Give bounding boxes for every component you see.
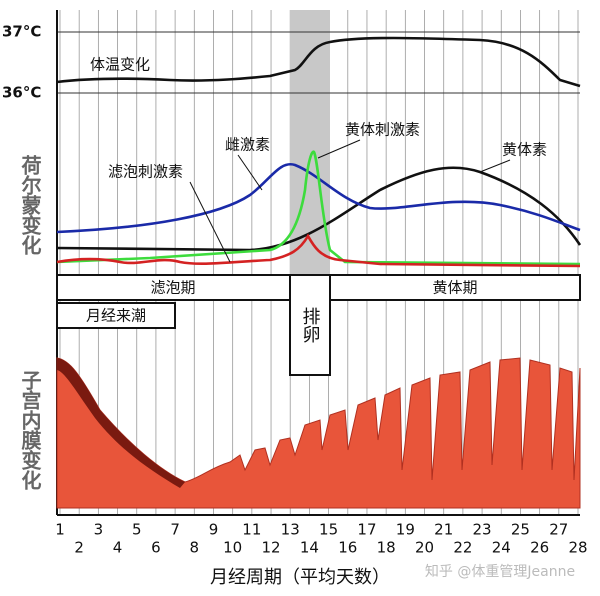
ovulation-label: 排卵 xyxy=(300,307,321,343)
day-label: 23 xyxy=(473,521,492,539)
day-label: 26 xyxy=(530,539,549,557)
fsh-label: 滤泡刺激素 xyxy=(108,163,183,181)
progesterone-label: 黄体素 xyxy=(502,141,547,159)
menstruation-label: 月经来潮 xyxy=(86,307,146,325)
watermark: 知乎 @体重管理Jeanne xyxy=(425,563,575,580)
day-label: 2 xyxy=(74,539,84,557)
day-label: 5 xyxy=(132,521,142,539)
day-label: 20 xyxy=(415,539,434,557)
temperature-curve xyxy=(56,36,581,88)
leader xyxy=(317,139,361,159)
leader xyxy=(479,159,511,173)
lh-label: 黄体刺激素 xyxy=(345,121,420,139)
temp-label: 体温变化 xyxy=(90,56,150,74)
endometrium-side-label: 子宫内膜变化 xyxy=(18,370,42,490)
day-label: 24 xyxy=(492,539,511,557)
day-label: 16 xyxy=(338,539,357,557)
day-label: 1 xyxy=(55,521,65,539)
leader xyxy=(237,154,263,191)
day-label: 4 xyxy=(113,539,123,557)
day-label: 10 xyxy=(223,539,242,557)
follicular-label: 滤泡期 xyxy=(150,279,195,297)
fsh-curve xyxy=(56,233,581,268)
lh-curve xyxy=(56,150,581,266)
day-label: 7 xyxy=(170,521,180,539)
day-label: 14 xyxy=(300,539,319,557)
temp-low: 36°C xyxy=(2,84,41,102)
hormone-side-label: 荷尔蒙变化 xyxy=(18,154,42,255)
endometrium xyxy=(56,357,581,509)
day-label: 25 xyxy=(511,521,530,539)
progesterone-curve xyxy=(56,166,582,252)
day-label: 15 xyxy=(319,521,338,539)
day-label: 22 xyxy=(453,539,472,557)
day-label: 17 xyxy=(357,521,376,539)
day-label: 9 xyxy=(209,521,219,539)
ovulation-box xyxy=(289,274,331,376)
day-label: 6 xyxy=(151,539,161,557)
estradiol-label: 雌激素 xyxy=(225,136,270,154)
shedding-layer xyxy=(57,358,185,488)
menstruation-box xyxy=(56,302,176,329)
day-label: 18 xyxy=(377,539,396,557)
day-label: 19 xyxy=(396,521,415,539)
day-label: 12 xyxy=(261,539,280,557)
luteal-label: 黄体期 xyxy=(432,279,477,297)
day-label: 8 xyxy=(190,539,200,557)
day-label: 28 xyxy=(568,539,587,557)
leader xyxy=(189,181,231,263)
day-label: 21 xyxy=(434,521,453,539)
day-label: 11 xyxy=(242,521,261,539)
x-axis-title: 月经周期（平均天数） xyxy=(210,567,390,588)
follicular-box xyxy=(56,274,291,301)
temp-high: 37°C xyxy=(2,23,41,41)
day-label: 27 xyxy=(549,521,568,539)
day-label: 13 xyxy=(281,521,300,539)
day-label: 3 xyxy=(94,521,104,539)
